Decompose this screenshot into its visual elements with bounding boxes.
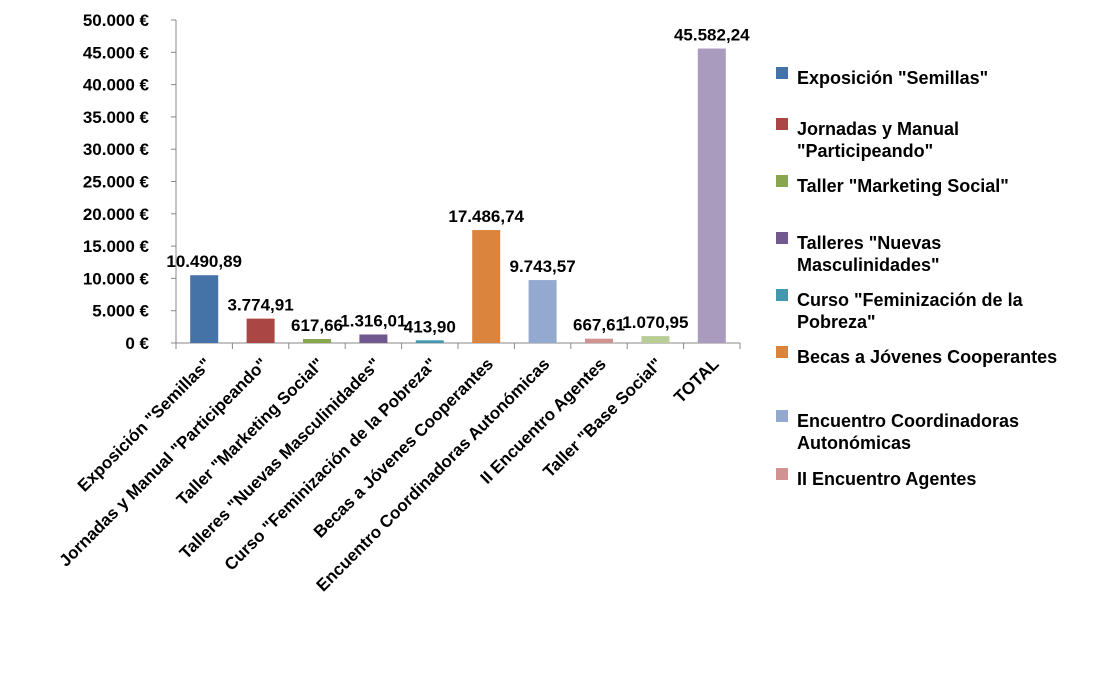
chart-legend: Exposición "Semillas" Jornadas y Manual"P… xyxy=(776,67,1057,489)
bar xyxy=(246,318,275,343)
bar xyxy=(528,280,557,343)
y-tick-label: 25.000 € xyxy=(83,173,150,192)
x-category-label: Curso "Feminización de la Pobreza" xyxy=(221,354,441,574)
y-tick-label: 0 € xyxy=(125,334,149,353)
legend-item: Taller "Marketing Social" xyxy=(776,175,1009,196)
legend-label: Masculinidades" xyxy=(797,255,940,275)
legend-label: Encuentro Coordinadoras xyxy=(797,411,1019,431)
legend-label: Pobreza" xyxy=(797,312,876,332)
data-label: 9.743,57 xyxy=(510,257,576,276)
legend-swatch xyxy=(776,118,788,130)
legend-swatch xyxy=(776,468,788,480)
data-label: 413,90 xyxy=(404,317,456,336)
legend-label: Autonómicas xyxy=(797,433,911,453)
data-label: 667,61 xyxy=(573,316,625,335)
bar xyxy=(697,48,726,344)
legend-swatch xyxy=(776,67,788,79)
chart-bars xyxy=(190,48,726,344)
legend-swatch xyxy=(776,346,788,358)
y-tick-label: 5.000 € xyxy=(92,302,149,321)
legend-label: Becas a Jóvenes Cooperantes xyxy=(797,347,1057,367)
legend-item: Jornadas y Manual"Participeando" xyxy=(776,118,959,161)
data-label: 17.486,74 xyxy=(448,207,524,226)
y-tick-label: 15.000 € xyxy=(83,237,150,256)
legend-item: Becas a Jóvenes Cooperantes xyxy=(776,346,1057,367)
x-category-label: Talleres "Nuevas Masculinidades" xyxy=(176,354,384,562)
y-tick-label: 10.000 € xyxy=(83,269,150,288)
y-tick-label: 20.000 € xyxy=(83,205,150,224)
legend-item: Exposición "Semillas" xyxy=(776,67,988,88)
y-tick-label: 40.000 € xyxy=(83,76,150,95)
bar xyxy=(303,339,331,343)
data-label: 45.582,24 xyxy=(674,26,750,45)
x-category-label: Jornadas y Manual "Participeando" xyxy=(56,354,272,570)
y-tick-label: 45.000 € xyxy=(83,43,150,62)
legend-label: Talleres "Nuevas xyxy=(797,233,941,253)
y-axis-tick-labels: 0 € 5.000 € 10.000 € 15.000 € 20.000 € 25.000… xyxy=(83,11,150,353)
bar xyxy=(415,340,444,343)
y-tick-label: 30.000 € xyxy=(83,140,150,159)
y-tick-label: 35.000 € xyxy=(83,108,150,127)
legend-swatch xyxy=(776,289,788,301)
data-label: 10.490,89 xyxy=(166,252,242,271)
legend-label: Taller "Marketing Social" xyxy=(797,176,1009,196)
x-category-label: TOTAL xyxy=(670,354,722,406)
bar xyxy=(472,230,501,343)
x-axis-category-labels: Exposición "Semillas"Jornadas y Manual "… xyxy=(56,354,723,595)
legend-label: II Encuentro Agentes xyxy=(797,469,976,489)
legend-label: "Participeando" xyxy=(797,141,933,161)
data-label: 1.070,95 xyxy=(622,313,688,332)
bar xyxy=(359,334,388,343)
data-label: 1.316,01 xyxy=(340,311,406,330)
data-label: 617,66 xyxy=(291,316,343,335)
legend-label: Curso "Feminización de la xyxy=(797,290,1024,310)
bar xyxy=(190,275,219,343)
data-label: 3.774,91 xyxy=(228,296,294,315)
legend-item: II Encuentro Agentes xyxy=(776,468,976,489)
bar xyxy=(585,338,613,343)
legend-label: Exposición "Semillas" xyxy=(797,68,988,88)
bar xyxy=(641,336,670,343)
legend-swatch xyxy=(776,232,788,244)
y-tick-label: 50.000 € xyxy=(83,11,150,30)
legend-label: Jornadas y Manual xyxy=(797,119,959,139)
legend-swatch xyxy=(776,410,788,422)
legend-swatch xyxy=(776,175,788,187)
